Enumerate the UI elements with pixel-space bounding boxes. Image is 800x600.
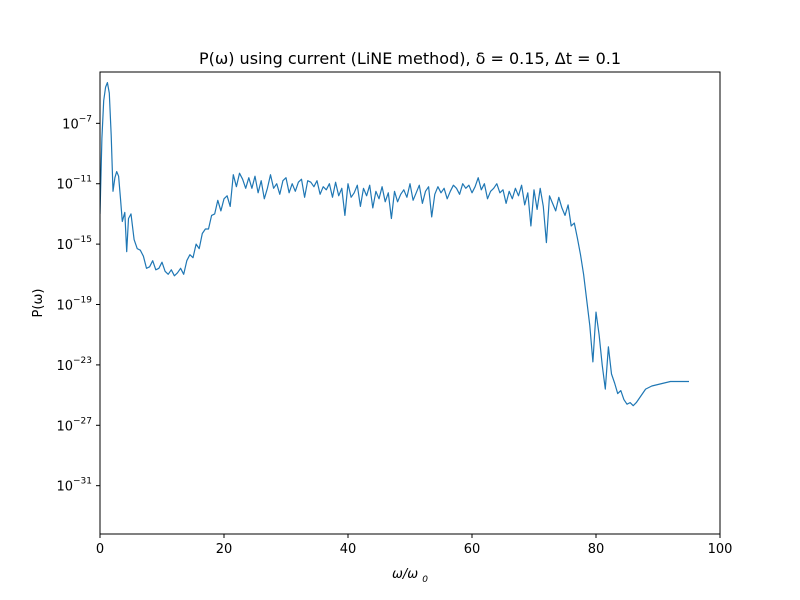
y-tick-label: 10−23 xyxy=(56,356,92,374)
y-tick-label: 10−11 xyxy=(56,175,92,193)
y-tick-label: 10−15 xyxy=(56,235,92,253)
y-tick-label: 10−27 xyxy=(56,416,92,434)
x-tick-label: 40 xyxy=(340,542,357,557)
y-axis-label: P(ω) xyxy=(31,289,46,318)
y-tick-label: 10−31 xyxy=(56,477,92,495)
x-tick-label: 20 xyxy=(216,542,233,557)
x-axis-label: ω/ω 0 xyxy=(392,567,428,585)
x-tick-label: 0 xyxy=(96,542,104,557)
axes-frame xyxy=(99,71,721,535)
y-axis-ticks: 10−7 10−11 10−15 10−19 10−23 10−27 10−31 xyxy=(56,114,100,495)
y-tick-label: 10−19 xyxy=(56,296,92,314)
x-axis-ticks: 0 20 40 60 80 100 xyxy=(96,534,733,557)
x-tick-label: 100 xyxy=(708,542,733,557)
plot-area xyxy=(100,81,689,407)
x-tick-label: 80 xyxy=(588,542,605,557)
x-tick-label: 60 xyxy=(464,542,481,557)
y-tick-label: 10−7 xyxy=(62,114,92,132)
chart-title: P(ω) using current (LiNE method), δ = 0.… xyxy=(199,49,621,68)
series-line xyxy=(100,81,689,407)
